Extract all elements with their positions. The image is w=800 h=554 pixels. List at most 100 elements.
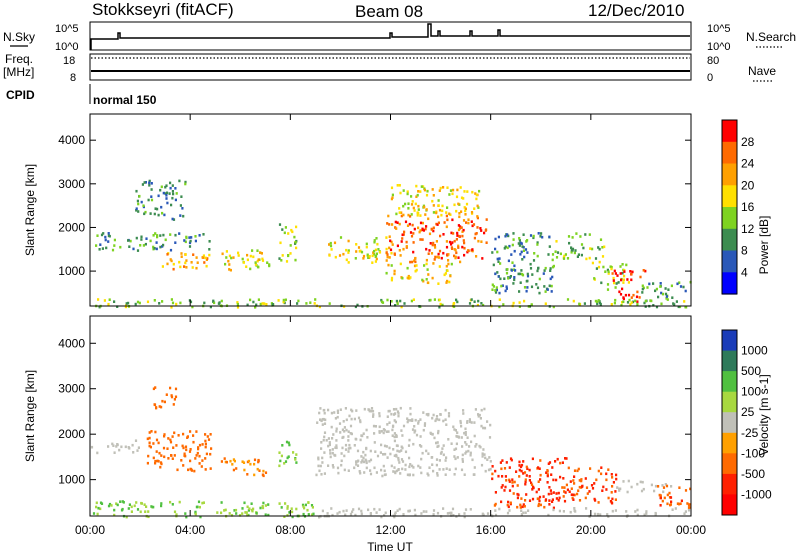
power-cell xyxy=(195,266,198,270)
power-cell xyxy=(621,301,624,304)
velocity-cell xyxy=(585,507,588,510)
power-cell xyxy=(655,305,659,309)
velocity-cell xyxy=(134,439,138,442)
velocity-cell xyxy=(384,511,387,515)
velocity-cell xyxy=(420,471,423,475)
velocity-cell xyxy=(597,469,600,473)
power-cell xyxy=(399,254,402,257)
velocity-cell xyxy=(444,473,447,476)
power-cell xyxy=(249,254,252,258)
power-cell xyxy=(522,246,525,249)
power-cell xyxy=(422,229,425,232)
power-cell xyxy=(289,244,292,247)
power-cell xyxy=(453,203,456,207)
velocity-cell xyxy=(95,505,98,509)
power-cell xyxy=(268,263,271,266)
velocity-cell xyxy=(507,500,510,504)
power-cell xyxy=(596,302,599,306)
velocity-cell xyxy=(90,445,94,449)
power-cell xyxy=(208,240,211,243)
power-cell xyxy=(505,285,508,288)
velocity-cell xyxy=(444,418,447,421)
power-cell xyxy=(459,225,462,228)
power-cell xyxy=(228,254,231,258)
velocity-cell xyxy=(573,509,576,512)
power-cell xyxy=(613,281,616,285)
velocity-cell xyxy=(121,500,124,503)
power-cell xyxy=(148,179,151,183)
velocity-cell xyxy=(436,472,439,475)
power-cell xyxy=(411,223,414,227)
power-cell xyxy=(281,254,284,257)
velocity-cell xyxy=(352,508,355,511)
power-cell xyxy=(145,237,148,240)
power-cell xyxy=(606,288,610,291)
velocity-cell xyxy=(350,417,353,421)
velocity-cell xyxy=(130,510,133,513)
power-cell xyxy=(373,249,376,253)
power-cell xyxy=(355,243,358,246)
power-cell xyxy=(585,257,588,261)
power-cell xyxy=(495,288,498,292)
velocity-cell xyxy=(537,502,541,506)
power-cell xyxy=(390,186,394,190)
velocity-cell xyxy=(482,448,485,451)
velocity-cell xyxy=(157,441,160,445)
velocity-cell xyxy=(550,473,553,476)
velocity-cell xyxy=(233,459,236,463)
power-cell xyxy=(432,241,435,245)
velocity-cell xyxy=(594,499,597,502)
velocity-cell xyxy=(467,449,470,453)
velocity-cell xyxy=(569,510,572,514)
velocity-cell xyxy=(557,499,560,502)
power-cell xyxy=(446,279,449,283)
velocity-cell xyxy=(340,463,343,467)
power-cell xyxy=(683,300,686,303)
power-cell xyxy=(146,300,150,304)
power-cell xyxy=(629,270,632,273)
power-cell xyxy=(549,277,552,281)
velocity-cell xyxy=(435,417,438,421)
velocity-cell xyxy=(347,430,350,433)
power-cell xyxy=(479,227,482,230)
colorbar-tick-label: -1000 xyxy=(741,487,772,501)
velocity-cell xyxy=(385,430,388,433)
velocity-cell xyxy=(283,462,286,465)
power-cell xyxy=(339,236,343,239)
velocity-cell xyxy=(434,419,437,423)
velocity-cell xyxy=(185,448,188,452)
velocity-cell xyxy=(386,456,389,459)
velocity-cell xyxy=(280,506,283,509)
power-cell xyxy=(607,272,610,275)
power-cell xyxy=(355,250,358,253)
power-cell xyxy=(456,300,459,304)
power-cell xyxy=(589,247,592,250)
power-cell xyxy=(504,289,507,293)
velocity-cell xyxy=(233,509,236,512)
velocity-cell xyxy=(353,417,356,421)
power-cell xyxy=(107,302,110,306)
power-cell xyxy=(148,181,151,185)
power-cell xyxy=(166,262,169,266)
velocity-cell xyxy=(343,454,346,458)
velocity-cell xyxy=(522,460,525,463)
power-cell xyxy=(464,209,467,213)
velocity-cell xyxy=(204,433,207,436)
velocity-cell xyxy=(294,458,297,461)
velocity-cell xyxy=(209,433,212,436)
power-cell xyxy=(374,260,377,263)
power-cell xyxy=(198,234,201,237)
velocity-cell xyxy=(506,511,510,515)
power-cell xyxy=(476,215,479,218)
power-cell xyxy=(505,271,509,275)
velocity-cell xyxy=(425,449,428,453)
power-cell xyxy=(164,185,167,189)
velocity-cell xyxy=(238,514,242,517)
velocity-cell xyxy=(250,502,253,505)
power-cell xyxy=(427,252,430,255)
velocity-cell xyxy=(349,446,352,450)
power-cell xyxy=(567,235,571,238)
velocity-cell xyxy=(96,512,99,516)
velocity-cell xyxy=(611,509,614,513)
power-cell xyxy=(162,243,165,247)
